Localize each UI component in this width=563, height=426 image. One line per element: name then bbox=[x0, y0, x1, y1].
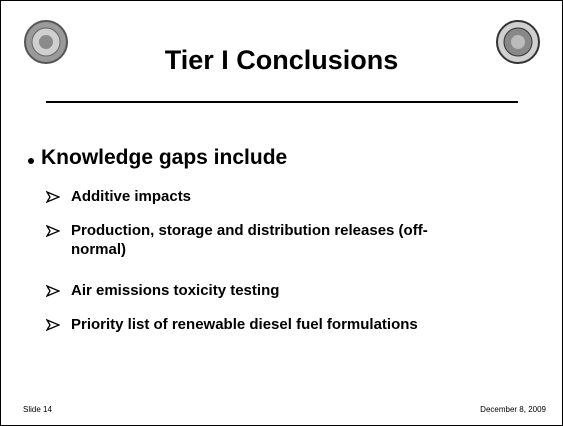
sub-bullet: Production, storage and distribution rel… bbox=[71, 222, 428, 258]
slide-number: Slide 14 bbox=[23, 405, 52, 414]
bullet-dot bbox=[28, 158, 34, 164]
sub-arrow bbox=[46, 285, 60, 297]
sub-arrow bbox=[46, 225, 60, 237]
sub-arrow bbox=[46, 191, 60, 203]
slide-date: December 8, 2009 bbox=[480, 405, 546, 414]
sub-arrow bbox=[46, 319, 60, 331]
sub-bullet: Air emissions toxicity testing bbox=[71, 282, 280, 299]
bullet: Knowledge gaps include bbox=[41, 146, 288, 169]
title-rule bbox=[46, 101, 518, 103]
slide-title: Tier I Conclusions bbox=[164, 45, 399, 75]
sub-bullet: Additive impacts bbox=[71, 188, 192, 205]
sub-bullet: Priority list of renewable diesel fuel f… bbox=[71, 316, 418, 333]
left-seal bbox=[24, 20, 68, 64]
right-seal bbox=[496, 20, 540, 64]
